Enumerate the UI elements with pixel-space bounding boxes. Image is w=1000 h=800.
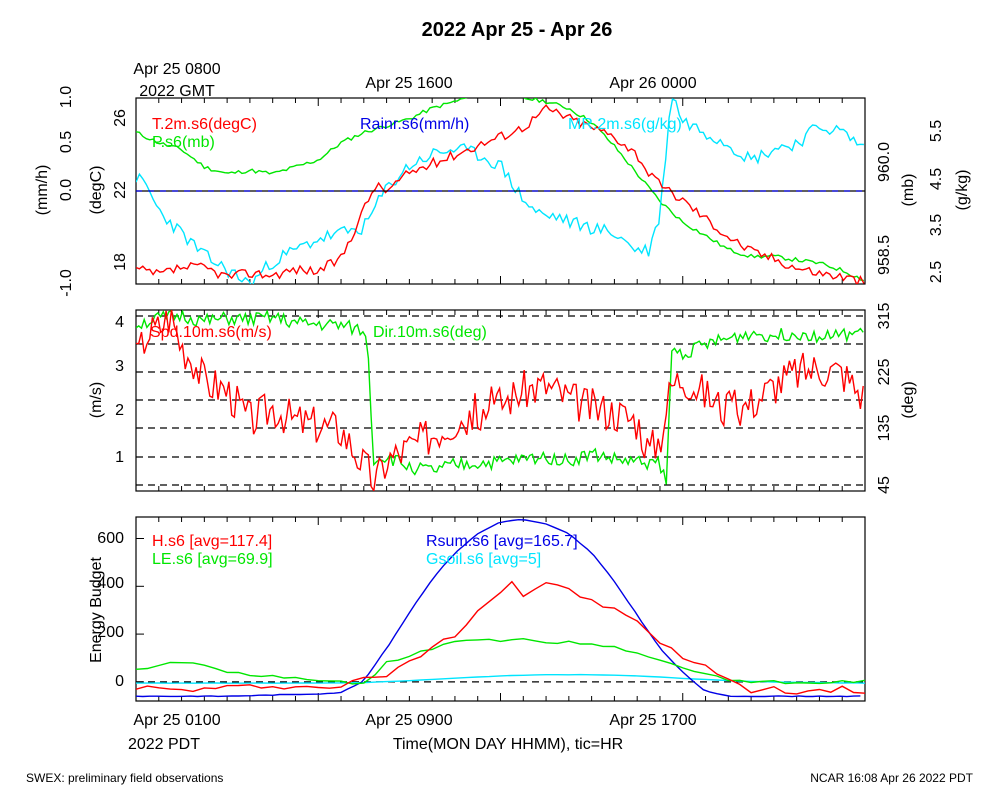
spd-tick-3: 3 [115,358,124,375]
wind-direction-line [136,310,864,485]
series-label: Gsoil.s6 [avg=5] [426,551,541,568]
series-label: Dir.10m.s6(deg) [373,324,487,341]
panel-3-series [136,518,865,698]
panel-1-axis-labels: (mm/h) -1.0 0.0 0.5 1.0 (degC) 18 22 26 … [34,86,971,297]
spd-tick-4: 4 [115,314,124,331]
rain-tick-05: 0.5 [58,131,75,153]
energy-tick-600: 600 [97,530,124,547]
series-label: H.s6 [avg=117.4] [152,533,272,550]
top-axis-label-1600: Apr 25 1600 [365,75,452,92]
bottom-axis-label-1700: Apr 25 1700 [609,712,696,729]
footer-right: NCAR 16:08 Apr 26 2022 PDT [810,771,973,785]
bottom-axis-sublabel: 2022 PDT [128,736,200,753]
bottom-axis-label-0100: Apr 25 0100 [133,712,220,729]
panel-2-axis-labels: (m/s) 1 2 3 4 45 135 225 315 (deg) [88,303,917,494]
wind-speed-line [136,310,864,491]
mixing-ratio-line [136,98,864,284]
temp-tick-18: 18 [112,253,129,271]
top-axis-label-0000: Apr 26 0000 [609,75,696,92]
rain-tick-neg1: -1.0 [58,269,75,297]
energy-tick-0: 0 [115,673,124,690]
temperature-line [136,104,865,284]
panel-3-axis-labels: Energy Budget 0 200 400 600 [88,530,124,690]
mr-tick-45: 4.5 [928,168,945,190]
mr-tick-55: 5.5 [928,120,945,142]
mr-tick-35: 3.5 [928,214,945,236]
spd-axis-title: (m/s) [88,382,105,418]
panel-1-series [136,98,865,284]
panel-2-series [136,310,864,491]
temp-tick-26: 26 [112,109,129,127]
temp-axis-title: (degC) [88,166,105,215]
press-tick-9600: 960.0 [876,142,893,182]
rain-tick-1: 1.0 [58,86,75,108]
top-axis-sublabel: 2022 GMT [139,83,215,100]
series-label: T.2m.s6(degC) [152,116,257,133]
top-axis-label-0800: Apr 25 0800 [133,61,220,78]
spd-tick-1: 1 [115,449,124,466]
spd-tick-2: 2 [115,402,124,419]
series-label: Spd.10m.s6(m/s) [150,324,272,341]
mr-tick-25: 2.5 [928,261,945,283]
series-label: Rsum.s6 [avg=165.7] [426,533,578,550]
dir-tick-45: 45 [876,476,893,494]
series-label: Rainr.s6(mm/h) [360,116,469,133]
rsum-line [136,518,861,698]
chart-title: 2022 Apr 25 - Apr 26 [422,19,613,41]
dir-tick-135: 135 [876,415,893,442]
energy-tick-200: 200 [97,624,124,641]
footer-left: SWEX: preliminary field observations [26,771,223,785]
energy-axis-title: Energy Budget [88,557,105,663]
bottom-axis-label-0900: Apr 25 0900 [365,712,452,729]
h-line [136,580,865,695]
rain-tick-0: 0.0 [58,179,75,201]
temp-tick-22: 22 [112,181,129,199]
rain-axis-title: (mm/h) [34,165,51,216]
x-axis-title: Time(MON DAY HHMM), tic=HR [393,736,623,753]
chart-plots: T.2m.s6(degC)P.s6(mb) Rainr.s6(mm/h) MR.2m… [135,97,866,702]
energy-tick-400: 400 [97,575,124,592]
pressure-line [136,98,865,282]
mr-axis-title: (g/kg) [954,170,971,211]
press-tick-9585: 958.5 [876,235,893,275]
le-line [136,637,865,685]
dir-tick-315: 315 [876,303,893,330]
press-axis-title: (mb) [900,174,917,207]
dir-axis-title: (deg) [900,381,917,418]
series-label: LE.s6 [avg=69.9] [152,551,273,568]
dir-tick-225: 225 [876,359,893,386]
series-label: MR.2m.s6(g/kg) [568,116,682,133]
series-label: P.s6(mb) [152,134,215,151]
